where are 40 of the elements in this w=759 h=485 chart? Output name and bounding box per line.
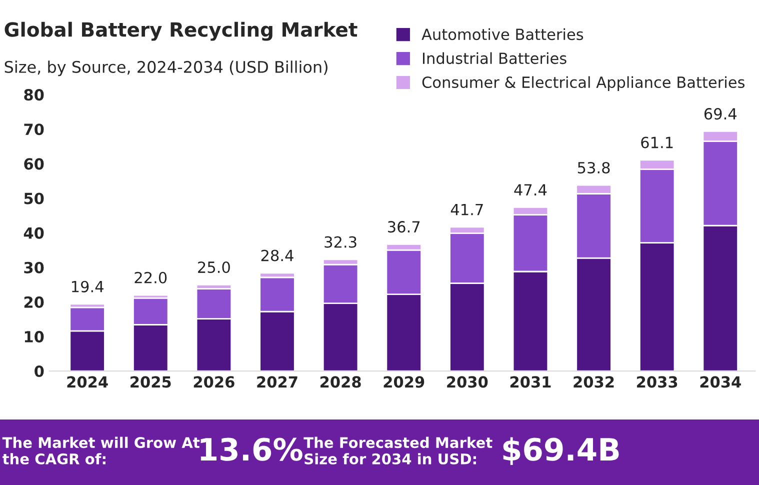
y-tick-label: 70 [24,124,44,136]
x-tick-label: 2029 [384,376,424,388]
total-label: 25.0 [198,261,230,274]
legend-label: Automotive Batteries [422,28,584,40]
total-label: 61.1 [641,136,673,148]
legend-label: Consumer & Electrical Appliance Batteries [422,76,745,91]
x-tick-label: 2027 [257,376,298,388]
text: The Market will Grow At the CAGR of: [2,436,200,464]
total-label: 22.0 [134,272,167,284]
total-label: 41.7 [450,204,483,216]
total-label: 19.4 [72,280,104,292]
y-tick-label: 0 [34,365,44,378]
y-tick-label: 40 [24,227,44,239]
legend-label: Industrial Batteries [423,52,566,64]
x-tick-label: 2024 [67,376,108,388]
total-label: 36.7 [388,221,420,233]
chart-title: Global Battery Recycling Market [4,22,358,41]
y-tick-label: 50 [24,192,44,204]
text: The Forecasted Market Size for 2034 in USD: [304,436,492,464]
x-tick-label: 2033 [637,376,678,388]
total-label: 69.4 [704,108,737,120]
text: $69.4B [503,437,619,465]
total-label: 32.3 [324,236,356,248]
y-tick-label: 80 [24,89,44,101]
total-label: 28.4 [261,250,294,262]
x-tick-label: 2034 [700,376,741,388]
total-label: 47.4 [514,184,547,196]
x-tick-label: 2026 [194,376,234,388]
x-tick-label: 2031 [510,376,551,388]
y-tick-label: 10 [24,330,44,342]
x-tick-label: 2030 [447,376,488,388]
y-tick-label: 30 [24,262,44,274]
text: 13.6% [200,438,302,461]
y-tick-label: 20 [24,296,44,308]
chart-subtitle: Size, by Source, 2024-2034 (USD Billion) [4,60,328,76]
y-tick-label: 60 [24,158,44,170]
x-tick-label: 2028 [320,376,361,388]
total-label: 53.8 [578,162,610,174]
x-tick-label: 2032 [574,376,614,388]
x-tick-label: 2025 [130,376,171,388]
